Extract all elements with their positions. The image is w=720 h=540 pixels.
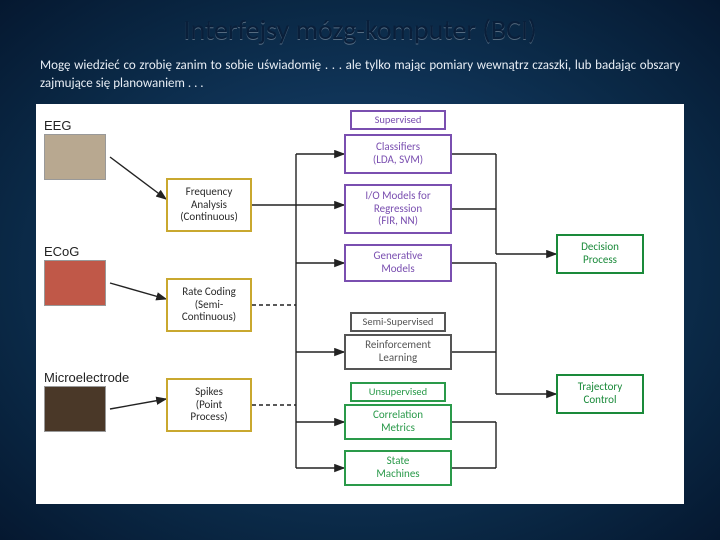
output-decision: DecisionProcess	[556, 234, 644, 274]
signal-image	[44, 134, 106, 180]
signal-image	[44, 386, 106, 432]
page-title: Interfejsy mózg-komputer (BCI)	[0, 0, 720, 51]
output-traj: TrajectoryControl	[556, 374, 644, 414]
signal-label: ECoG	[44, 244, 79, 259]
signal-image	[44, 260, 106, 306]
signal-label: Microelectrode	[44, 370, 129, 385]
model-corr: CorrelationMetrics	[344, 404, 452, 440]
method-rate: Rate Coding(Semi-Continuous)	[166, 278, 252, 332]
header-supervised: Supervised	[350, 110, 446, 130]
model-classifiers: Classifiers(LDA, SVM)	[344, 134, 452, 174]
bci-diagram: EEG ECoG Microelectrode FrequencyAnalysis(C…	[36, 104, 684, 504]
method-spikes: Spikes(PointProcess)	[166, 378, 252, 432]
header-semisup: Semi-Supervised	[350, 312, 446, 332]
model-iomodels: I/O Models forRegression(FIR, NN)	[344, 184, 452, 234]
model-state: StateMachines	[344, 450, 452, 486]
page-subtitle: Mogę wiedzieć co zrobię zanim to sobie u…	[0, 51, 720, 100]
header-unsup: Unsupervised	[350, 382, 446, 402]
model-genmodels: GenerativeModels	[344, 244, 452, 282]
method-freq: FrequencyAnalysis(Continuous)	[166, 178, 252, 232]
model-reinforce: ReinforcementLearning	[344, 334, 452, 370]
signal-label: EEG	[44, 118, 71, 133]
